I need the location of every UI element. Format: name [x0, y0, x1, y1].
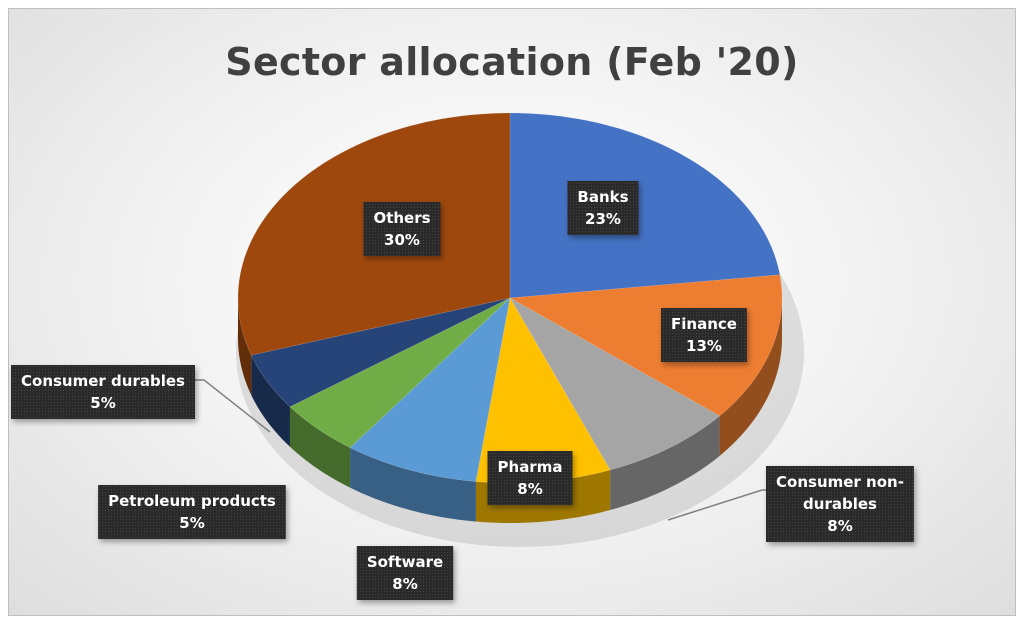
data-label-value: 23%: [585, 210, 621, 228]
data-label-box: [487, 451, 573, 505]
data-label-petroleum-products: Petroleum products 5%: [98, 485, 286, 539]
pie-slice-consumer-non-durables[interactable]: [509, 297, 721, 471]
pie-side-software: [350, 447, 476, 522]
data-label-name: Others: [373, 209, 430, 227]
data-label-value: 30%: [384, 231, 420, 249]
pie-side-consumer-durables: [251, 355, 290, 447]
data-label-box: [98, 485, 286, 539]
data-label-box: [661, 308, 747, 362]
data-label-name: Petroleum products: [108, 492, 276, 510]
data-label-consumer-durables: Consumer durables 5%: [11, 365, 195, 419]
pie-slices: [237, 112, 783, 484]
data-labels: Banks 23% Finance 13% Consumer non-durables 8…: [11, 181, 914, 600]
data-label-box: [363, 202, 441, 256]
pie-side-finance: [719, 298, 782, 456]
data-label-value: 8%: [392, 575, 417, 593]
pie-side-petroleum-products: [289, 406, 351, 488]
data-label-value: 5%: [179, 514, 204, 532]
chart-title: Sector allocation (Feb '20): [225, 40, 799, 84]
data-label-box: [11, 365, 195, 419]
data-label-finance: Finance 13%: [661, 308, 747, 362]
pie-side-walls: [238, 298, 782, 523]
pie-side-others: [238, 298, 252, 396]
data-label-name: Consumer non-: [776, 473, 904, 491]
data-label-pharma: Pharma 8%: [487, 451, 573, 505]
data-label-box: [766, 466, 914, 542]
data-label-value: 8%: [517, 480, 542, 498]
pie-side-consumer-non-durables: [610, 415, 720, 511]
data-label-value: 8%: [827, 517, 852, 535]
data-label-consumer-non-durables: Consumer non-durables 8%: [766, 466, 914, 542]
pie-slice-petroleum-products[interactable]: [289, 297, 511, 449]
data-label-name: Pharma: [498, 458, 563, 476]
pie-slice-banks[interactable]: [509, 112, 781, 299]
data-label-banks: Banks 23%: [567, 181, 639, 235]
data-label-software: Software 8%: [356, 546, 454, 600]
data-label-value: 13%: [686, 337, 722, 355]
data-label-name: Software: [367, 553, 443, 571]
data-label-others: Others 30%: [363, 202, 441, 256]
data-label-name: durables: [803, 495, 877, 513]
data-label-value: 5%: [90, 394, 115, 412]
data-label-box: [356, 546, 454, 600]
data-label-name: Consumer durables: [21, 372, 185, 390]
data-label-name: Banks: [577, 188, 628, 206]
data-label-box: [567, 181, 639, 235]
pie-slice-software[interactable]: [349, 297, 511, 482]
pie-slice-consumer-durables[interactable]: [250, 297, 511, 408]
data-label-name: Finance: [671, 315, 737, 333]
